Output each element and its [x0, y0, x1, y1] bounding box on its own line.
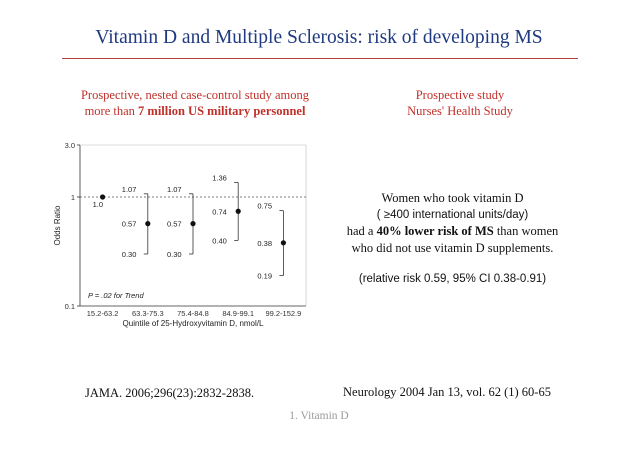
slide-title: Vitamin D and Multiple Sclerosis: risk o… [95, 27, 543, 48]
upper-ci-label: 0.75 [257, 202, 272, 211]
citation-neurology: Neurology 2004 Jan 13, vol. 62 (1) 60-65 [343, 385, 551, 399]
y-tick-label: 3.0 [65, 141, 75, 150]
finding-line3-suffix: than women [493, 224, 559, 238]
lower-ci-label: 0.30 [167, 250, 182, 259]
estimate-label: 0.57 [167, 220, 182, 229]
x-category-label: 84.9-99.1 [222, 309, 254, 318]
estimate-point [145, 221, 151, 227]
x-axis-title: Quintile of 25-Hydroxyvitamin D, nmol/L [123, 319, 264, 328]
finding-confidence-interval: (relative risk 0.59, 95% CI 0.38-0.91) [358, 273, 547, 285]
left-study-bold: 7 million US military personnel [138, 104, 306, 118]
finding-line4: who did not use vitamin D supplements. [351, 240, 554, 255]
finding-line3-prefix: had a [346, 224, 377, 238]
right-study-line2: Nurses' Health Study [407, 104, 513, 118]
citation-jama: JAMA. 2006;296(23):2832-2838. [85, 386, 255, 400]
finding-line3-bold: 40% lower risk of MS [376, 224, 494, 238]
finding-line3: had a 40% lower risk of MS than women [330, 223, 575, 240]
lower-ci-label: 0.19 [257, 272, 272, 281]
left-study-header: Prospective, nested case-control study a… [50, 87, 340, 119]
x-category-label: 63.3-75.3 [132, 309, 164, 318]
estimate-label: 0.38 [257, 239, 272, 248]
odds-ratio-chart: 3.0 1 0.1 1.0 1.07 0.57 0.30 1.07 0.57 0.30 1.36 0.… [53, 141, 307, 328]
left-study-line1: Prospective, nested case-control study a… [80, 88, 310, 102]
finding-line2: ( ≥400 international units/day) [376, 208, 529, 221]
y-tick-label: 1 [71, 193, 75, 202]
x-category-label: 15.2-63.2 [87, 309, 119, 318]
finding-box: Women who took vitamin D ( ≥400 internat… [330, 190, 575, 288]
right-study-header: Prospective study Nurses' Health Study [380, 87, 540, 119]
estimate-label: 0.74 [212, 207, 227, 216]
estimate-point [280, 240, 286, 246]
upper-ci-label: 1.07 [167, 185, 182, 194]
estimate-point [100, 194, 106, 200]
estimate-point [190, 221, 196, 227]
estimate-label: 0.57 [122, 220, 137, 229]
trend-annotation: P = .02 for Trend [88, 291, 144, 300]
upper-ci-label: 1.07 [122, 185, 137, 194]
lower-ci-label: 0.40 [212, 236, 227, 245]
slide-footer: 1. Vitamin D [289, 410, 349, 422]
estimate-label: 1.0 [93, 200, 103, 209]
lower-ci-label: 0.30 [122, 250, 137, 259]
left-study-line2: more than 7 million US military personne… [50, 103, 340, 119]
estimate-point [235, 208, 241, 214]
y-axis-title: Odds Ratio [53, 205, 62, 246]
left-study-prefix: more than [84, 104, 139, 118]
y-tick-label: 0.1 [65, 302, 75, 311]
x-category-label: 75.4-84.8 [177, 309, 209, 318]
title-divider [62, 58, 578, 59]
finding-line1: Women who took vitamin D [381, 191, 524, 205]
right-study-line1: Prospective study [415, 88, 505, 102]
upper-ci-label: 1.36 [212, 173, 227, 182]
x-category-label: 99.2-152.9 [265, 309, 301, 318]
